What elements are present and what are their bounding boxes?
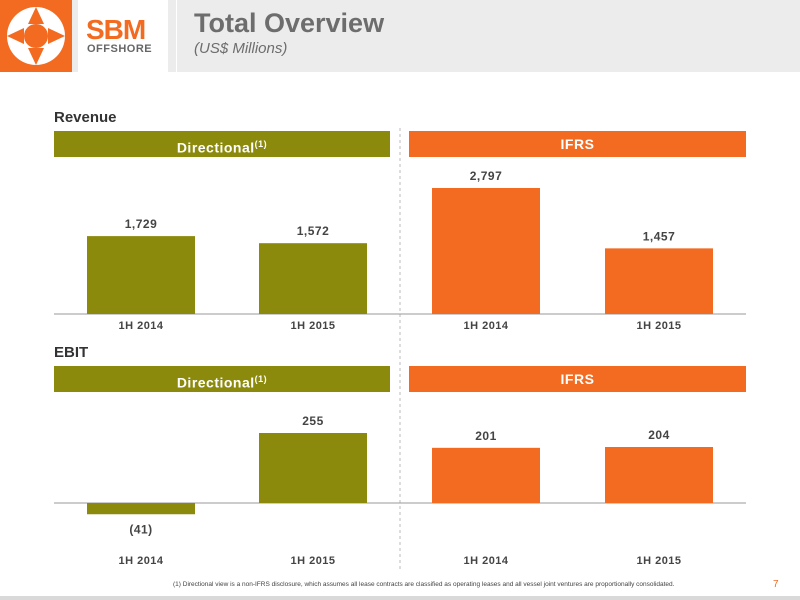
revenue-tick-label: 1H 2015: [290, 320, 335, 332]
logo-sbm-text: SBM: [86, 14, 146, 45]
revenue-bar: [605, 248, 713, 314]
revenue-directional-band: Directional(1): [54, 131, 390, 157]
ebit-bar: [605, 447, 713, 503]
revenue-ifrs-band: IFRS: [409, 131, 746, 157]
bottom-bar: [0, 596, 800, 600]
ebit-directional-band: Directional(1): [54, 366, 390, 392]
life-ring-icon: [7, 7, 65, 65]
logo-wordmark: SBM OFFSHORE: [78, 0, 168, 72]
ebit-bar: [432, 447, 540, 503]
revenue-bar: [87, 236, 195, 314]
page-title: Total Overview: [194, 8, 385, 38]
revenue-directional-band-label: Directional: [176, 139, 255, 156]
ebit-data-label: (41): [129, 522, 152, 536]
logo-mark: [0, 0, 72, 72]
ebit-bar: [259, 433, 367, 503]
revenue-bar: [259, 243, 367, 314]
ebit-tick-label: 1H 2014: [118, 555, 163, 567]
revenue-data-label: 1,729: [125, 217, 158, 231]
ebit-section-label: EBIT: [54, 344, 89, 361]
ebit-tick-label: 1H 2014: [463, 555, 508, 567]
ebit-data-label: 255: [302, 414, 324, 428]
header-divider: [176, 0, 177, 72]
ebit-ifrs-band: IFRS: [409, 366, 746, 392]
revenue-tick-label: 1H 2014: [463, 320, 508, 332]
header-bar: SBM OFFSHORE Total Overview (US$ Million…: [0, 0, 800, 72]
ebit-data-label: 201: [475, 429, 497, 443]
revenue-section-label: Revenue: [54, 109, 117, 126]
ebit-tick-label: 1H 2015: [636, 555, 681, 567]
ebit-bar: [87, 503, 195, 515]
ebit-tick-label: 1H 2015: [290, 555, 335, 567]
footnote: (1) Directional view is a non-IFRS discl…: [173, 581, 675, 588]
revenue-data-label: 1,457: [643, 229, 676, 243]
ebit-directional-band-label: Directional: [176, 374, 255, 391]
revenue-bar: [432, 187, 540, 314]
revenue-directional-footnote-marker: (1): [254, 139, 268, 149]
revenue-tick-label: 1H 2014: [118, 320, 163, 332]
revenue-ifrs-band-label: IFRS: [560, 136, 595, 152]
ebit-directional-footnote-marker: (1): [254, 374, 268, 384]
ebit-data-label: 204: [648, 428, 670, 442]
page-subtitle: (US$ Millions): [194, 40, 288, 57]
revenue-data-label: 1,572: [297, 224, 330, 238]
page-number: 7: [773, 579, 779, 590]
ebit-ifrs-band-label: IFRS: [560, 371, 595, 387]
revenue-tick-label: 1H 2015: [636, 320, 681, 332]
logo-offshore-text: OFFSHORE: [87, 43, 153, 55]
revenue-data-label: 2,797: [470, 169, 503, 183]
